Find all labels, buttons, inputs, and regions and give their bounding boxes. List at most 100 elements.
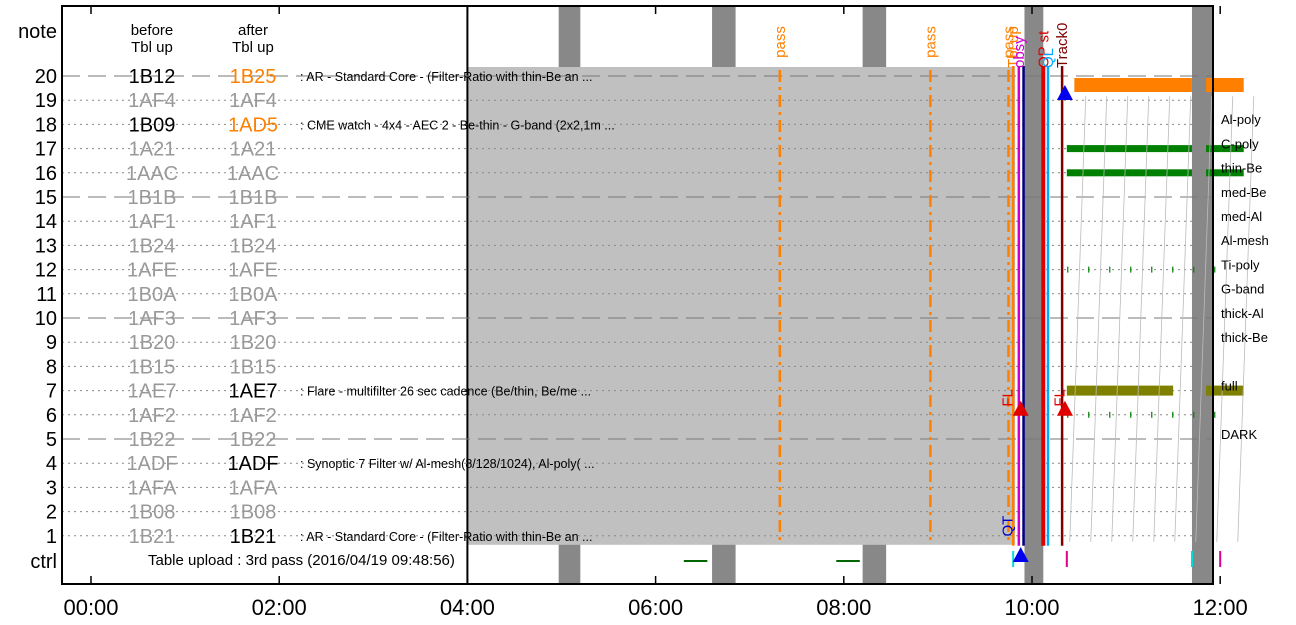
right-label-12: G-band	[1221, 282, 1264, 297]
row-number-1: 1	[46, 526, 57, 548]
row-number-13: 13	[35, 235, 57, 257]
x-tick-label-3: 06:00	[628, 595, 683, 620]
before-table-id-5: 1B22	[129, 429, 176, 451]
after-table-id-17: 1A21	[230, 139, 277, 161]
plot-frame	[61, 5, 1214, 585]
background-layer	[466, 6, 1213, 584]
gray-band-4	[1191, 6, 1213, 584]
after-table-id-7: 1AE7	[229, 381, 278, 403]
before-table-id-13: 1B24	[129, 235, 176, 257]
marker-triangle-3	[1012, 547, 1029, 562]
row-number-6: 6	[46, 405, 57, 427]
right-label-17: thin-Be	[1221, 161, 1262, 176]
right-label-16: med-Be	[1221, 185, 1267, 200]
right-label-18: C-poly	[1221, 136, 1259, 151]
diag-line-2	[1111, 96, 1129, 542]
x-tick-label-4: 08:00	[816, 595, 871, 620]
right-label-14: Al-mesh	[1221, 233, 1269, 248]
diag-line-1	[1090, 96, 1108, 542]
row-number-14: 14	[35, 211, 57, 233]
marker-triangle-1	[1012, 400, 1029, 416]
event-label-5: Track0	[1054, 23, 1071, 68]
row-number-5: 5	[46, 429, 57, 451]
before-table-id-3: 1AFA	[128, 477, 178, 499]
bar-row-16-4	[1066, 169, 1192, 177]
before-table-id-1: 1B21	[129, 526, 176, 548]
bars-layer	[683, 78, 1255, 567]
row-number-11: 11	[36, 284, 57, 306]
bar-row-20-1	[1206, 78, 1244, 92]
x-tick-label-1: 02:00	[252, 595, 307, 620]
event-label-0: Tbl up	[1005, 26, 1022, 68]
after-table-id-19: 1AF4	[229, 90, 277, 112]
row-note-7: : Flare - multifilter 26 sec cadence (Be…	[300, 385, 591, 399]
after-table-id-13: 1B24	[230, 235, 277, 257]
row-note-18: : CME watch - 4x4 - AEC 2 - Be-thin - G-…	[300, 118, 615, 132]
row-number-15: 15	[35, 187, 57, 209]
before-table-id-2: 1B08	[129, 502, 176, 524]
pass-label-0: pass	[772, 26, 789, 58]
before-table-id-16: 1AAC	[126, 163, 178, 185]
before-table-id-19: 1AF4	[128, 90, 176, 112]
header-before-line-1: Tbl up	[131, 39, 173, 56]
after-table-id-2: 1B08	[230, 502, 277, 524]
before-table-id-20: 1B12	[129, 66, 176, 88]
header-after-line-1: Tbl up	[232, 39, 274, 56]
bar-row-16-5	[1206, 169, 1244, 177]
x-tick-label-0: 00:00	[63, 595, 118, 620]
before-table-id-9: 1B20	[129, 332, 176, 354]
right-label-15: med-Al	[1221, 209, 1262, 224]
row-number-18: 18	[35, 114, 57, 136]
row-number-7: 7	[46, 381, 57, 403]
before-table-id-14: 1AF1	[128, 211, 176, 233]
row-number-16: 16	[35, 163, 57, 185]
row-number-17: 17	[35, 139, 57, 161]
y-axis-bottom-label: ctrl	[30, 551, 57, 573]
pass-label-1: pass	[922, 26, 939, 58]
marker-triangle-2	[1056, 400, 1073, 416]
bar-row-17-3	[1206, 145, 1244, 153]
ctrl-text: Table upload : 3rd pass (2016/04/19 09:4…	[148, 552, 455, 569]
bar-row-17-2	[1066, 145, 1192, 153]
diag-line-4	[1153, 96, 1171, 542]
event-label-3: OP st	[1035, 30, 1052, 68]
row-number-8: 8	[46, 356, 57, 378]
y-axis-top-label: note	[18, 21, 57, 43]
after-table-id-5: 1B22	[230, 429, 277, 451]
after-table-id-4: 1ADF	[227, 453, 278, 475]
right-label-13: Ti-poly	[1221, 257, 1260, 272]
event-lines-layer	[778, 66, 1064, 546]
bar-row-7-7	[1206, 385, 1244, 396]
header-after-line-0: after	[238, 22, 268, 39]
after-table-id-18: 1AD5	[228, 114, 278, 136]
after-table-id-15: 1B1B	[229, 187, 278, 209]
after-table-id-3: 1AFA	[229, 477, 279, 499]
after-table-id-12: 1AFE	[228, 260, 278, 282]
before-table-id-15: 1B1B	[128, 187, 177, 209]
after-table-id-1: 1B21	[230, 526, 277, 548]
before-table-id-7: 1AE7	[128, 381, 177, 403]
upload-span-region	[467, 67, 1016, 545]
event-label-4: QL	[1040, 48, 1057, 68]
right-label-6: DARK	[1221, 427, 1257, 442]
before-table-id-4: 1ADF	[126, 453, 177, 475]
before-table-id-11: 1B0A	[128, 284, 178, 306]
row-number-3: 3	[46, 477, 57, 499]
before-table-id-6: 1AF2	[128, 405, 176, 427]
after-table-id-14: 1AF1	[229, 211, 277, 233]
row-number-9: 9	[46, 332, 57, 354]
row-note-1: : AR - Standard Core - (Filter-Ratio wit…	[300, 530, 592, 544]
event-label-1: obsy	[1011, 36, 1028, 68]
x-tick-label-2: 04:00	[440, 595, 495, 620]
diag-line-6	[1195, 96, 1213, 542]
x-tick-label-5: 10:00	[1004, 595, 1059, 620]
diag-line-3	[1132, 96, 1150, 542]
row-note-20: : AR - Standard Core - (Filter-Ratio wit…	[300, 70, 592, 84]
pass-label-2: pass	[1000, 26, 1017, 58]
diag-line-7	[1216, 96, 1234, 542]
after-table-id-6: 1AF2	[229, 405, 277, 427]
diag-line-5	[1174, 96, 1192, 542]
before-table-id-8: 1B15	[129, 356, 176, 378]
